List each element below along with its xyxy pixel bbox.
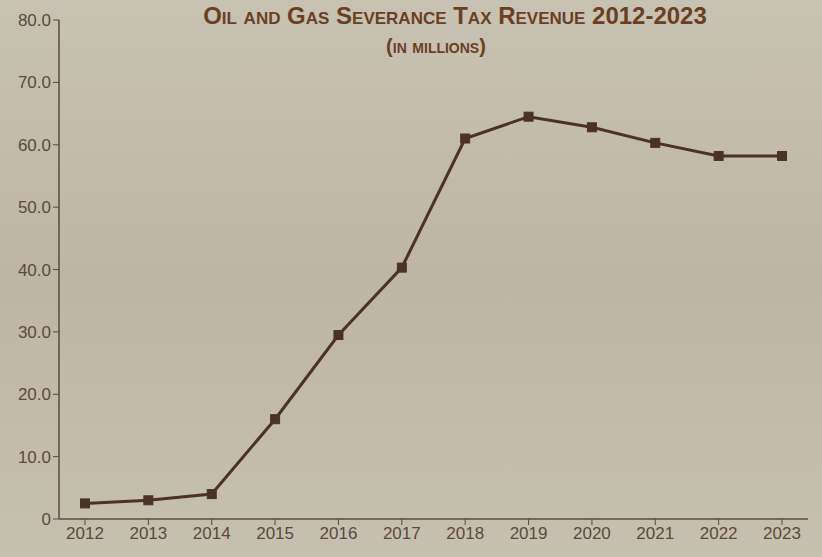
svg-text:2022: 2022 [700, 524, 738, 543]
svg-text:20.0: 20.0 [18, 385, 51, 404]
svg-text:2012: 2012 [66, 524, 104, 543]
svg-text:2017: 2017 [383, 524, 421, 543]
svg-text:2021: 2021 [636, 524, 674, 543]
svg-text:10.0: 10.0 [18, 448, 51, 467]
svg-text:30.0: 30.0 [18, 323, 51, 342]
svg-text:0: 0 [42, 510, 51, 529]
svg-text:2016: 2016 [320, 524, 358, 543]
svg-text:2013: 2013 [129, 524, 167, 543]
svg-text:60.0: 60.0 [18, 136, 51, 155]
svg-text:2020: 2020 [573, 524, 611, 543]
svg-text:2014: 2014 [193, 524, 231, 543]
svg-text:80.0: 80.0 [18, 11, 51, 30]
svg-text:2019: 2019 [510, 524, 548, 543]
svg-text:40.0: 40.0 [18, 261, 51, 280]
svg-text:70.0: 70.0 [18, 73, 51, 92]
svg-text:50.0: 50.0 [18, 198, 51, 217]
html-text:Oil and Gas Severance Tax Reve: Oil and Gas Severance Tax Revenue 2012-2… [203, 2, 707, 29]
svg-text:2015: 2015 [256, 524, 294, 543]
svg-text:2023: 2023 [763, 524, 801, 543]
html-text:(in millions): (in millions) [386, 35, 486, 57]
svg-text:2018: 2018 [446, 524, 484, 543]
